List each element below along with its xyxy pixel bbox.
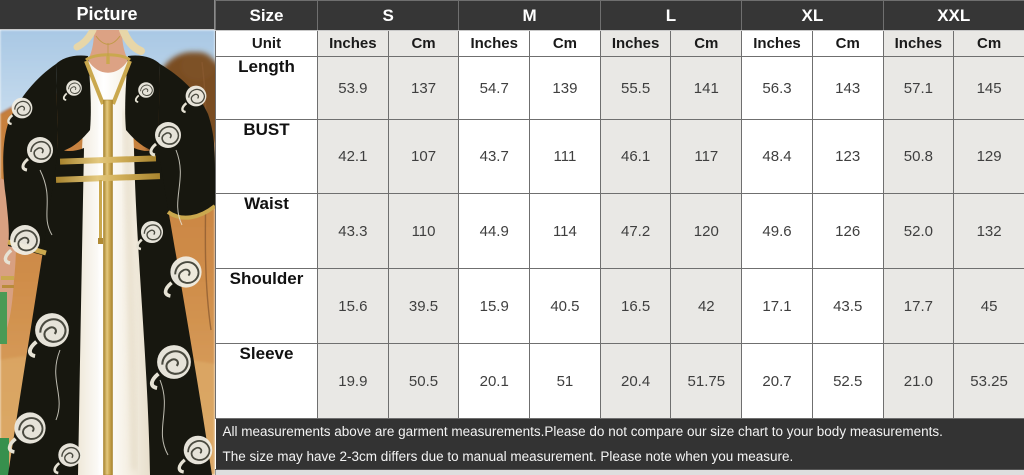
unit-header-cm: Cm (670, 30, 743, 57)
table-row-waist: Waist 43.3 110 44.9 114 47.2 120 49.6 12… (215, 193, 1024, 269)
cell-shoulder-m-inches: 15.9 (458, 268, 531, 344)
cell-bust-l-cm: 117 (670, 119, 743, 194)
cell-length-s-cm: 137 (387, 56, 460, 120)
table-row-bust: BUST 42.1 107 43.7 111 46.1 117 48.4 123… (215, 119, 1024, 194)
measurement-note-1: All measurements above are garment measu… (215, 418, 1024, 445)
measurement-note-2: The size may have 2-3cm differs due to m… (215, 444, 1024, 470)
cell-waist-xxl-inches: 52.0 (882, 193, 955, 269)
cell-waist-xxl-cm: 132 (953, 193, 1024, 269)
table-row-length: Length 53.9 137 54.7 139 55.5 141 56.3 1… (215, 56, 1024, 120)
cell-sleeve-s-inches: 19.9 (317, 343, 389, 419)
cell-length-l-inches: 55.5 (599, 56, 672, 120)
row-label-length: Length (215, 56, 318, 120)
unit-header-inches: Inches (599, 30, 672, 57)
picture-column-header: Picture (0, 0, 215, 30)
cell-waist-s-inches: 43.3 (317, 193, 389, 269)
cell-bust-m-inches: 43.7 (458, 119, 531, 194)
cell-bust-m-cm: 111 (529, 119, 601, 194)
size-corner-header: Size (215, 0, 318, 31)
row-label-waist: Waist (215, 193, 318, 269)
size-header-l: L (599, 0, 743, 31)
model-figure (3, 30, 215, 475)
unit-header-cm: Cm (953, 30, 1024, 57)
unit-header-inches: Inches (882, 30, 955, 57)
cell-length-l-cm: 141 (670, 56, 743, 120)
note-row-1: All measurements above are garment measu… (215, 418, 1024, 445)
row-label-bust: BUST (215, 119, 318, 194)
unit-header-cm: Cm (811, 30, 884, 57)
cell-length-m-cm: 139 (529, 56, 601, 120)
row-label-sleeve: Sleeve (215, 343, 318, 419)
model-hair (73, 30, 145, 55)
cell-length-xxl-cm: 145 (953, 56, 1024, 120)
cell-shoulder-s-cm: 39.5 (387, 268, 460, 344)
cell-waist-l-cm: 120 (670, 193, 743, 269)
cell-sleeve-xl-cm: 52.5 (811, 343, 884, 419)
unit-header-cm: Cm (387, 30, 460, 57)
rose-pattern (3, 79, 214, 475)
cell-length-s-inches: 53.9 (317, 56, 389, 120)
cell-sleeve-m-inches: 20.1 (458, 343, 531, 419)
product-photo (0, 30, 215, 475)
cell-shoulder-s-inches: 15.6 (317, 268, 389, 344)
cell-bust-xxl-inches: 50.8 (882, 119, 955, 194)
cell-waist-xl-inches: 49.6 (741, 193, 813, 269)
greenery-strip (0, 438, 9, 475)
cell-shoulder-l-inches: 16.5 (599, 268, 672, 344)
gold-belt (55, 155, 161, 244)
cell-waist-xl-cm: 126 (811, 193, 884, 269)
cell-sleeve-xxl-inches: 21.0 (882, 343, 955, 419)
cell-sleeve-l-cm: 51.75 (670, 343, 743, 419)
unit-header-inches: Inches (458, 30, 531, 57)
table-row-sleeve: Sleeve 19.9 50.5 20.1 51 20.4 51.75 20.7… (215, 343, 1024, 419)
unit-header-cm: Cm (529, 30, 601, 57)
picture-panel: Picture (0, 0, 215, 475)
cell-shoulder-m-cm: 40.5 (529, 268, 601, 344)
cell-bust-s-cm: 107 (387, 119, 460, 194)
cell-bust-xl-inches: 48.4 (741, 119, 813, 194)
cell-waist-m-cm: 114 (529, 193, 601, 269)
cell-shoulder-l-cm: 42 (670, 268, 743, 344)
table-row-shoulder: Shoulder 15.6 39.5 15.9 40.5 16.5 42 17.… (215, 268, 1024, 344)
cell-length-xxl-inches: 57.1 (882, 56, 955, 120)
cell-shoulder-xxl-inches: 17.7 (882, 268, 955, 344)
cell-bust-xl-cm: 123 (811, 119, 884, 194)
cell-length-xl-cm: 143 (811, 56, 884, 120)
size-header-row: Size S M L XL XXL (215, 0, 1024, 31)
cell-waist-s-cm: 110 (387, 193, 460, 269)
size-header-s: S (316, 0, 460, 31)
cell-sleeve-l-inches: 20.4 (599, 343, 672, 419)
cell-length-xl-inches: 56.3 (741, 56, 813, 120)
cell-length-m-inches: 54.7 (458, 56, 531, 120)
cell-sleeve-xl-inches: 20.7 (741, 343, 813, 419)
size-header-m: M (458, 0, 601, 31)
cell-waist-l-inches: 47.2 (599, 193, 672, 269)
cell-bust-l-inches: 46.1 (599, 119, 672, 194)
cell-shoulder-xxl-cm: 45 (953, 268, 1024, 344)
bottom-strip (215, 469, 1024, 475)
cell-waist-m-inches: 44.9 (458, 193, 531, 269)
size-table: Size S M L XL XXL Unit Inches Cm Inches … (215, 0, 1024, 475)
greenery-strip (0, 292, 7, 344)
cell-bust-xxl-cm: 129 (953, 119, 1024, 194)
cell-sleeve-m-cm: 51 (529, 343, 601, 419)
cell-bust-s-inches: 42.1 (317, 119, 389, 194)
cell-sleeve-s-cm: 50.5 (387, 343, 460, 419)
unit-header-inches: Inches (317, 30, 389, 57)
note-row-2: The size may have 2-3cm differs due to m… (215, 444, 1024, 470)
size-header-xxl: XXL (882, 0, 1024, 31)
cell-shoulder-xl-cm: 43.5 (811, 268, 884, 344)
unit-header-row: Unit Inches Cm Inches Cm Inches Cm Inche… (215, 30, 1024, 57)
row-label-shoulder: Shoulder (215, 268, 318, 344)
size-header-xl: XL (741, 0, 884, 31)
cell-shoulder-xl-inches: 17.1 (741, 268, 813, 344)
unit-corner-header: Unit (215, 30, 318, 57)
necklace (95, 35, 121, 64)
bottom-strip-row (215, 469, 1024, 475)
unit-header-inches: Inches (741, 30, 813, 57)
cell-sleeve-xxl-cm: 53.25 (953, 343, 1024, 419)
